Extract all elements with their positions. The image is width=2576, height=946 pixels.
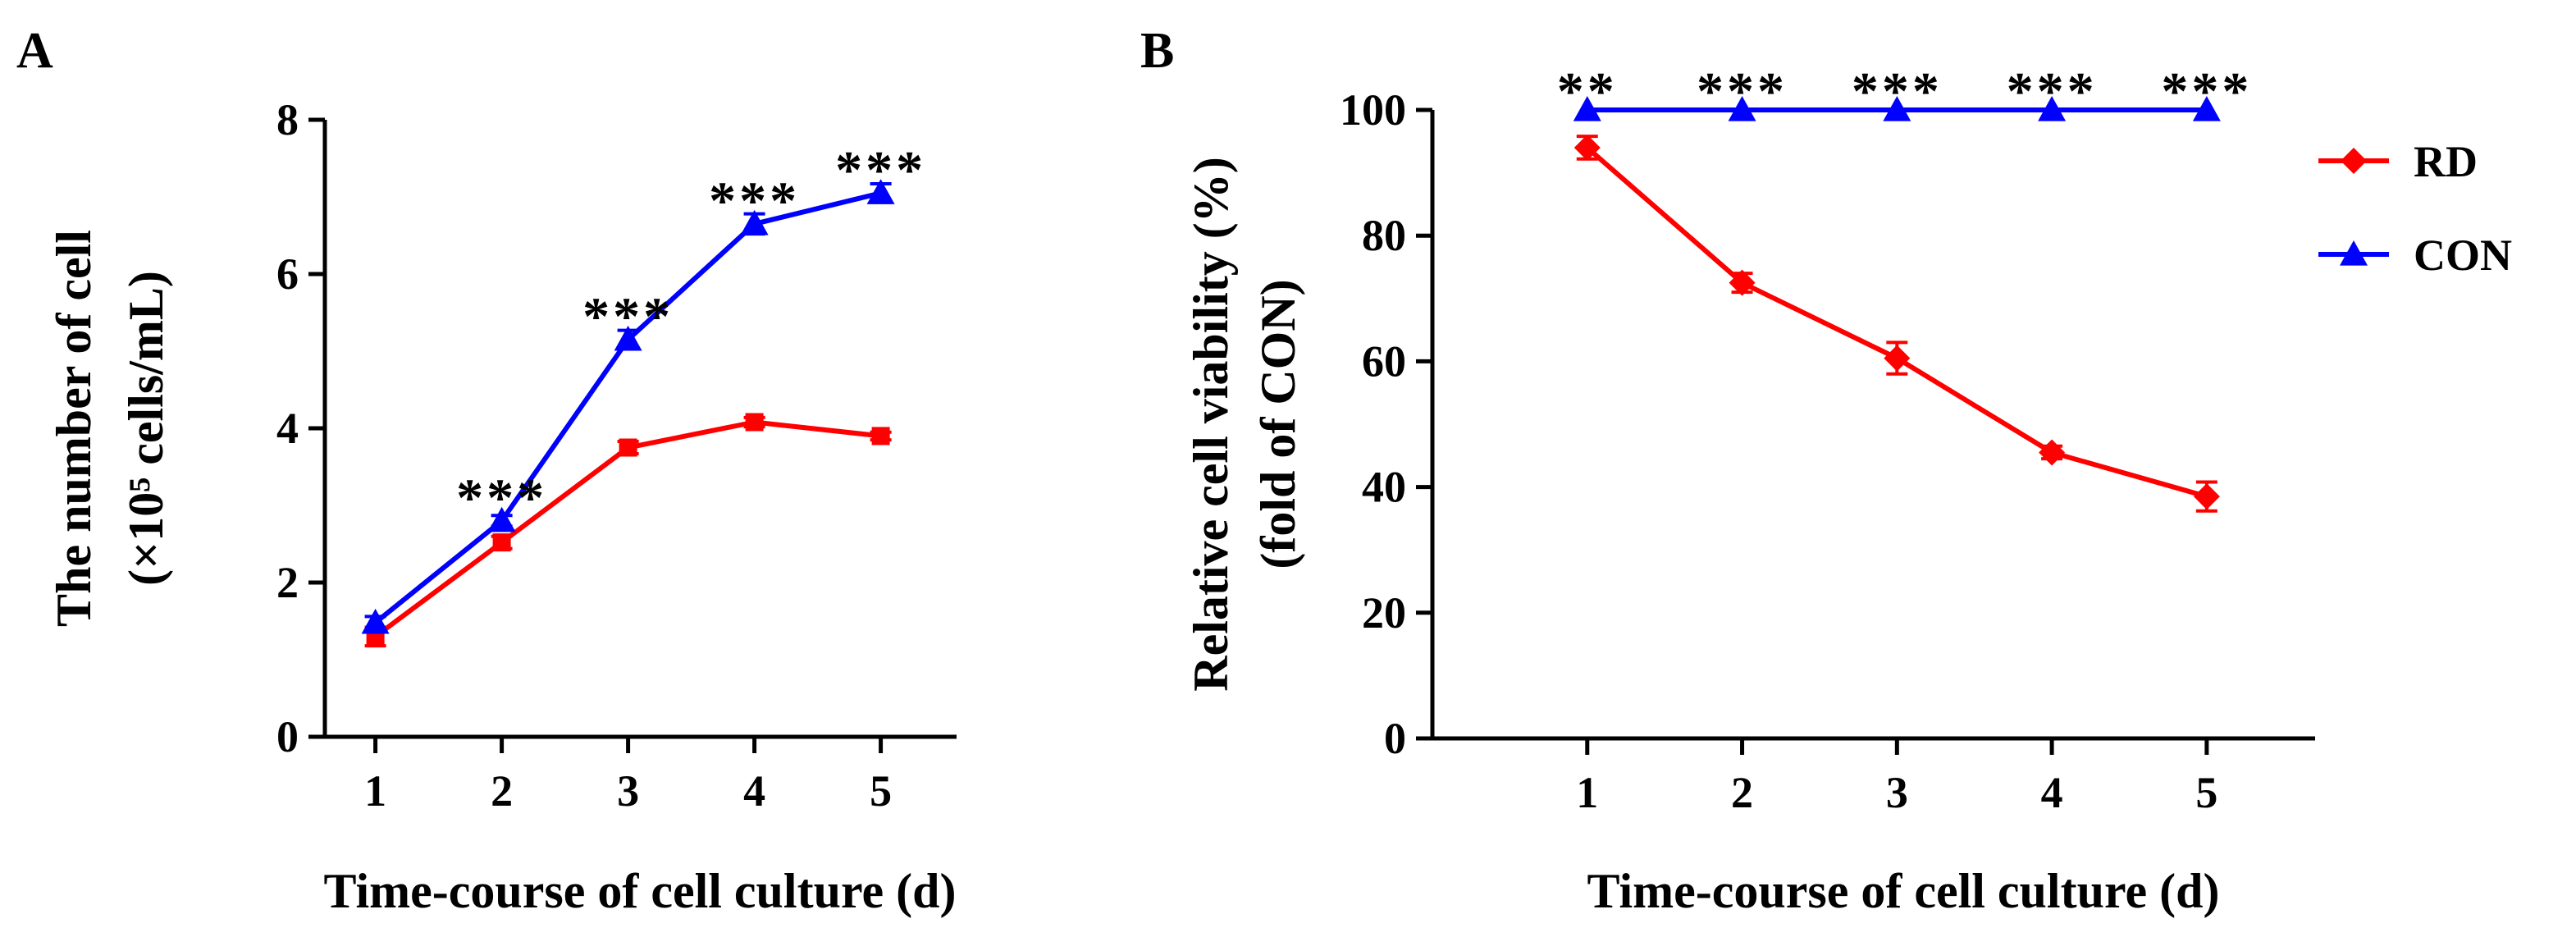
- data-point-con: [1728, 96, 1756, 121]
- y-tick-label: 40: [1362, 463, 1406, 512]
- data-point-con: [2038, 96, 2067, 121]
- panel-a-chart: 0 2 4 6 8 1 2 3 4 5 Time-course of cell culture (d…: [47, 95, 957, 918]
- x-tick-label: 2: [491, 766, 513, 816]
- legend-marker: [2340, 240, 2368, 266]
- x-tick-label: 1: [1576, 768, 1598, 817]
- y-tick-label: 60: [1362, 336, 1406, 386]
- x-tick-label: 5: [870, 766, 892, 816]
- y-tick-label: 0: [1384, 714, 1406, 763]
- x-tick-label: 4: [2041, 768, 2063, 817]
- x-axis-title: Time-course of cell culture (d): [1587, 864, 2220, 918]
- data-point-rd: [619, 438, 637, 457]
- y-tick-label: 100: [1340, 85, 1406, 135]
- data-point-rd: [492, 533, 511, 552]
- significance-label: ***: [2161, 62, 2252, 121]
- y-axis-subtitle: (×10⁵ cells/mL): [119, 271, 173, 586]
- x-tick-label: 5: [2195, 768, 2217, 817]
- y-tick-label: 20: [1362, 588, 1406, 638]
- legend-label: RD: [2414, 137, 2478, 186]
- data-point-rd: [871, 427, 890, 446]
- data-point-rd: [745, 413, 764, 432]
- significance-label: ***: [1697, 62, 1788, 121]
- data-point-con: [614, 325, 642, 351]
- significance-label: ***: [1852, 62, 1943, 121]
- data-point-rd: [1884, 345, 1911, 372]
- x-axis-title: Time-course of cell culture (d): [324, 864, 957, 918]
- y-tick-label: 0: [276, 712, 299, 761]
- x-tick-label: 4: [743, 766, 765, 816]
- y-tick-label: 6: [276, 249, 299, 299]
- data-point-con: [740, 209, 769, 235]
- data-point-con: [361, 608, 390, 634]
- data-point-con: [487, 506, 516, 532]
- series-line-rd: [1585, 145, 2208, 499]
- x-tick-label: 2: [1731, 768, 1753, 817]
- y-axis-title: The number of cell: [47, 230, 101, 627]
- panel-a-label: A: [16, 23, 53, 79]
- x-tick-label: 1: [364, 766, 386, 816]
- series-line-con: [373, 190, 882, 625]
- significance-label: ***: [835, 140, 926, 200]
- y-axis-title: Relative cell viability (%): [1184, 157, 1238, 692]
- data-point-con: [2192, 96, 2221, 121]
- data-point-rd: [2193, 483, 2220, 510]
- y-tick-label: 4: [276, 404, 299, 453]
- y-tick-label: 8: [276, 95, 299, 144]
- data-point-con: [1573, 96, 1601, 121]
- y-tick-label: 80: [1362, 211, 1406, 260]
- legend-label: CON: [2414, 231, 2512, 280]
- panel-b-label: B: [1140, 23, 1174, 79]
- panel-b-chart: 0 20 40 60 80 100 1 2 3 4 5 Time-course of cell cul…: [1184, 62, 2512, 918]
- data-point-rd: [1729, 269, 1756, 296]
- significance-label: ***: [456, 468, 547, 528]
- data-point-con: [866, 179, 895, 204]
- y-axis-subtitle: (fold of CON): [1251, 279, 1305, 569]
- significance-label: **: [1557, 62, 1618, 121]
- legend-marker: [2341, 148, 2367, 174]
- y-tick-label: 2: [276, 558, 299, 607]
- data-point-rd: [1573, 134, 1601, 161]
- data-point-rd: [2039, 439, 2066, 466]
- significance-label: ***: [709, 171, 800, 231]
- significance-label: ***: [582, 287, 674, 347]
- x-tick-label: 3: [617, 766, 639, 816]
- significance-label: ***: [2007, 62, 2098, 121]
- data-point-con: [1883, 96, 1911, 121]
- x-tick-label: 3: [1886, 768, 1908, 817]
